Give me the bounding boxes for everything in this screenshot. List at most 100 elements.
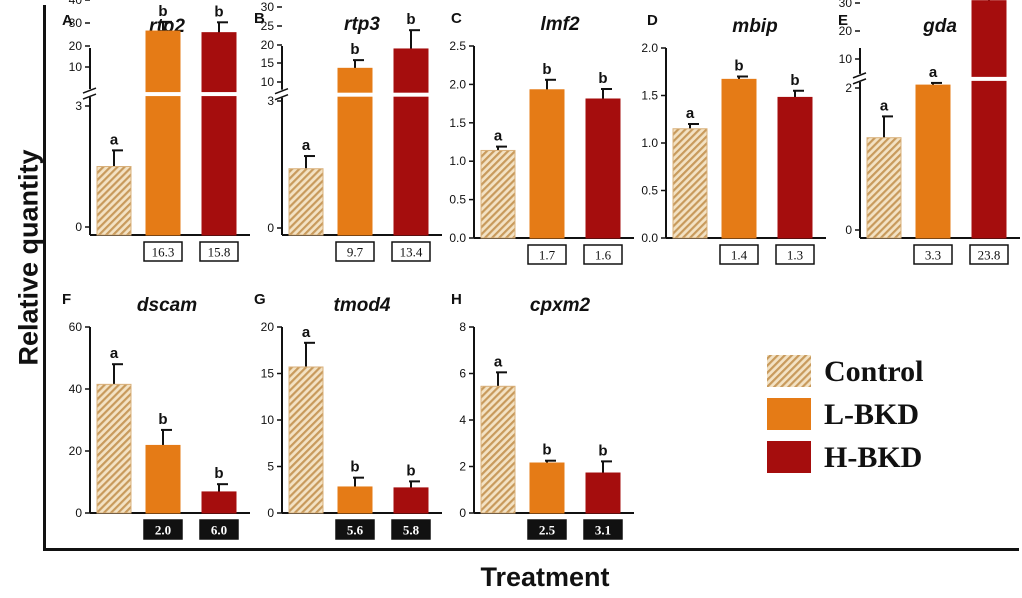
figure-frame-left (43, 5, 46, 550)
fold-value-B-1: 9.7 (347, 245, 364, 260)
y-tick-label-E: 2 (845, 81, 852, 95)
panel-title-E: gda (922, 16, 957, 37)
sig-letter-G-0: a (302, 324, 311, 341)
sig-letter-D-2: b (790, 72, 799, 89)
sig-letter-B-2: b (406, 11, 415, 28)
legend-label-H-BKD: H-BKD (824, 441, 922, 474)
axis-break-gap-A (86, 89, 95, 98)
sig-letter-H-2: b (598, 442, 607, 459)
bar-D-Control (672, 128, 708, 239)
y-tick-label-F: 20 (69, 444, 83, 458)
bar-H-L-BKD (529, 462, 565, 514)
fold-value-G-2: 5.8 (403, 523, 420, 538)
y-tick-label-D: 0.5 (641, 184, 658, 198)
fold-box-B-2 (391, 241, 431, 262)
legend-swatch-Control (767, 355, 811, 387)
legend-label-L-BKD: L-BKD (824, 398, 919, 431)
fold-box-G-2 (391, 519, 431, 540)
bar-D-L-BKD (721, 78, 757, 239)
fold-box-H-2 (583, 519, 623, 540)
sig-letter-F-1: b (158, 411, 167, 428)
y-tick-label-C: 1.0 (449, 154, 466, 168)
y-tick-label-A: 30 (69, 16, 83, 30)
y-tick-label-E: 20 (839, 24, 853, 38)
fold-value-H-2: 3.1 (595, 523, 611, 538)
y-tick-label-H: 8 (459, 320, 466, 334)
sig-letter-H-0: a (494, 353, 503, 370)
panel-letter-C: C (451, 10, 462, 27)
y-tick-label-G: 0 (267, 506, 274, 520)
y-tick-label-D: 2.0 (641, 41, 658, 55)
legend-swatch-L-BKD (767, 398, 811, 430)
bar-break-A-1 (145, 92, 181, 97)
fold-box-A-2 (199, 241, 239, 262)
y-tick-label-C: 0.5 (449, 193, 466, 207)
fold-box-H-1 (527, 519, 567, 540)
fold-value-B-2: 13.4 (400, 245, 423, 260)
y-tick-label-G: 15 (261, 367, 275, 381)
bar-break-A-2 (201, 92, 237, 97)
sig-letter-C-2: b (598, 70, 607, 87)
bar-G-L-BKD (337, 486, 373, 514)
bar-C-Control (480, 149, 516, 239)
panel-letter-B: B (254, 10, 265, 27)
fold-value-D-1: 1.4 (731, 248, 748, 263)
fold-box-E-2 (969, 244, 1009, 265)
y-tick-label-B: 15 (261, 56, 275, 70)
bar-F-L-BKD (145, 444, 181, 514)
bar-D-H-BKD (777, 96, 813, 239)
axis-break-gap-B (278, 89, 287, 98)
fold-value-A-1: 16.3 (152, 245, 175, 260)
sig-letter-D-1: b (734, 58, 743, 75)
fold-box-B-1 (335, 241, 375, 262)
y-tick-label-B: 20 (261, 38, 275, 52)
y-tick-label-A: 0 (75, 220, 82, 234)
bar-C-H-BKD (585, 98, 621, 239)
panel-title-B: rtp3 (344, 14, 380, 35)
fold-box-F-2 (199, 519, 239, 540)
y-tick-label-E: 30 (839, 0, 853, 10)
fold-value-D-2: 1.3 (787, 248, 803, 263)
sig-letter-E-0: a (880, 97, 889, 114)
axis-break-mark-B (274, 93, 289, 101)
y-tick-label-F: 40 (69, 382, 83, 396)
fold-value-C-2: 1.6 (595, 248, 612, 263)
panel-letter-F: F (62, 291, 71, 308)
y-tick-label-B: 25 (261, 19, 275, 33)
y-tick-label-B: 0 (267, 221, 274, 235)
y-tick-label-A: 40 (69, 0, 83, 7)
panel-title-G: tmod4 (334, 295, 391, 316)
y-tick-label-C: 0.0 (449, 231, 466, 245)
y-tick-label-H: 2 (459, 460, 466, 474)
sig-letter-A-0: a (110, 131, 119, 148)
y-tick-label-B: 10 (261, 75, 275, 89)
sig-letter-A-2: b (214, 3, 223, 20)
fold-value-G-1: 5.6 (347, 523, 364, 538)
fold-box-F-1 (143, 519, 183, 540)
figure-frame-bottom (43, 548, 1019, 551)
panel-title-C: lmf2 (540, 14, 580, 35)
bar-H-H-BKD (585, 472, 621, 514)
fold-value-C-1: 1.7 (539, 248, 556, 263)
bar-F-Control (96, 383, 132, 514)
sig-letter-H-1: b (542, 442, 551, 459)
sig-letter-B-1: b (350, 41, 359, 58)
bar-E-H-BKD (971, 0, 1007, 239)
fold-box-E-1 (913, 244, 953, 265)
sig-letter-C-0: a (494, 128, 503, 145)
sig-letter-F-0: a (110, 345, 119, 362)
fold-box-A-1 (143, 241, 183, 262)
panel-title-H: cpxm2 (530, 295, 591, 316)
y-tick-label-D: 0.0 (641, 231, 658, 245)
bar-B-H-BKD (393, 48, 429, 236)
panel-title-D: mbip (732, 16, 777, 37)
legend-label-Control: Control (824, 355, 923, 388)
bar-E-Control (866, 137, 902, 239)
bar-E-L-BKD (915, 84, 951, 239)
fold-value-F-1: 2.0 (155, 523, 171, 538)
bar-G-Control (288, 366, 324, 514)
fold-value-H-1: 2.5 (539, 523, 556, 538)
y-tick-label-F: 60 (69, 320, 83, 334)
fold-box-C-2 (583, 244, 623, 265)
